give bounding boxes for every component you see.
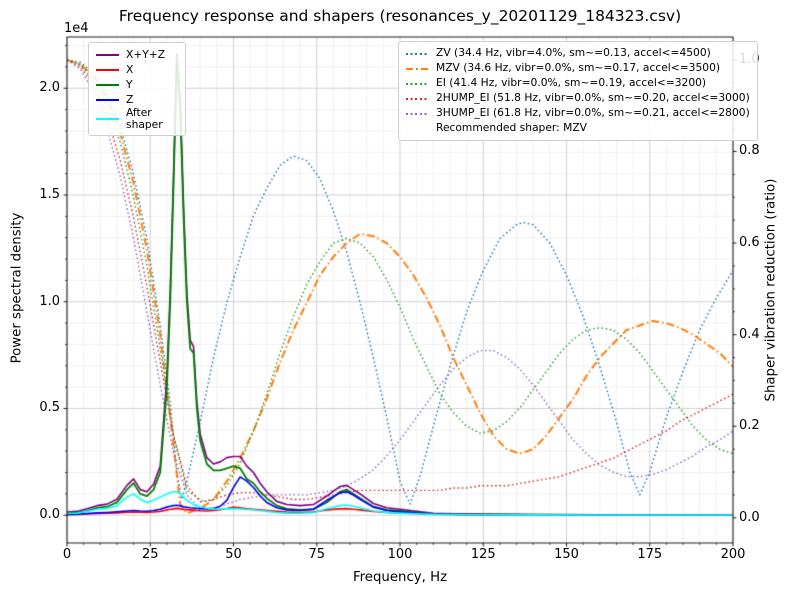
legend-item-sum: X+Y+Z — [96, 47, 178, 62]
legend-item-zv: ZV (34.4 Hz, vibr=4.0%, sm~=0.13, accel<… — [406, 46, 750, 61]
legend-item-3hump_ei: 3HUMP_EI (61.8 Hz, vibr=0.0%, sm~=0.21, … — [406, 106, 750, 121]
legend-label: 2HUMP_EI (51.8 Hz, vibr=0.0%, sm~=0.20, … — [436, 91, 750, 105]
x-tick-label: 150 — [554, 547, 579, 562]
x-tick-label: 125 — [470, 547, 496, 562]
y-tick-label-right: 0.0 — [739, 509, 760, 525]
y-axis-label-right: Shaper vibration reduction (ratio) — [763, 178, 779, 402]
legend-label: Recommended shaper: MZV — [436, 121, 587, 135]
legend-label: X+Y+Z — [126, 47, 166, 61]
legend-item-z: Z — [96, 92, 178, 107]
x-tick-label: 0 — [62, 547, 72, 562]
legend-label: 3HUMP_EI (61.8 Hz, vibr=0.0%, sm~=0.21, … — [436, 106, 750, 120]
legend-label: ZV (34.4 Hz, vibr=4.0%, sm~=0.13, accel<… — [436, 46, 711, 60]
legend-psd: X+Y+Z X Y Z After shaper — [88, 42, 186, 136]
x-tick-label: 100 — [387, 547, 413, 562]
y-tick-label-right: 0.4 — [739, 326, 760, 342]
legend-label: Y — [126, 77, 133, 91]
solid-line-sample — [96, 117, 119, 120]
x-tick-label: 50 — [225, 547, 242, 562]
solid-line-sample — [96, 83, 119, 86]
solid-line-sample — [96, 53, 119, 56]
y-axis-label-left: Power spectral density — [9, 212, 25, 364]
y-tick-label-left: 1.0 — [39, 293, 60, 309]
dotted-line-sample — [406, 52, 429, 55]
legend-item-after_shaper: After shaper — [96, 107, 178, 131]
solid-line-sample — [96, 68, 119, 71]
legend-label: Z — [126, 92, 134, 106]
x-tick-label: 25 — [141, 547, 159, 562]
axis-offset-text: 1e4 — [64, 21, 89, 36]
legend-shapers: ZV (34.4 Hz, vibr=4.0%, sm~=0.13, accel<… — [398, 41, 758, 141]
legend-label: X — [126, 62, 134, 76]
legend-item-y: Y — [96, 77, 178, 92]
x-axis-label: Frequency, Hz — [352, 570, 448, 585]
legend-item-x: X — [96, 62, 178, 77]
dotted-line-sample — [406, 112, 429, 115]
y-tick-label-left: 1.5 — [39, 186, 60, 202]
dotted-line-sample — [406, 82, 429, 85]
legend-item-ei: EI (41.4 Hz, vibr=0.0%, sm~=0.19, accel<… — [406, 76, 750, 91]
x-tick-label: 75 — [308, 547, 326, 562]
legend-label: EI (41.4 Hz, vibr=0.0%, sm~=0.19, accel<… — [436, 76, 707, 90]
legend-item-mzv: MZV (34.6 Hz, vibr=0.0%, sm~=0.17, accel… — [406, 61, 750, 76]
legend-label: MZV (34.6 Hz, vibr=0.0%, sm~=0.17, accel… — [436, 61, 721, 75]
y-tick-label-left: 0.0 — [39, 507, 60, 523]
dashdot-line-sample — [406, 67, 429, 70]
solid-line-sample — [96, 98, 119, 101]
legend-label: After shaper — [126, 106, 163, 131]
y-tick-label-left: 2.0 — [39, 80, 60, 96]
y-tick-label-right: 0.8 — [739, 143, 760, 159]
x-tick-label: 200 — [720, 547, 746, 562]
chart-title: Frequency response and shapers (resonanc… — [118, 7, 682, 25]
dotted-line-sample — [406, 97, 429, 100]
y-tick-label-right: 0.2 — [739, 418, 760, 434]
y-tick-label-left: 0.5 — [39, 400, 60, 416]
y-tick-label-right: 0.6 — [739, 235, 760, 251]
x-tick-label: 175 — [637, 547, 663, 562]
legend-item-recommended-shaper: Recommended shaper: MZV — [406, 121, 750, 136]
legend-item-2hump_ei: 2HUMP_EI (51.8 Hz, vibr=0.0%, sm~=0.20, … — [406, 91, 750, 106]
